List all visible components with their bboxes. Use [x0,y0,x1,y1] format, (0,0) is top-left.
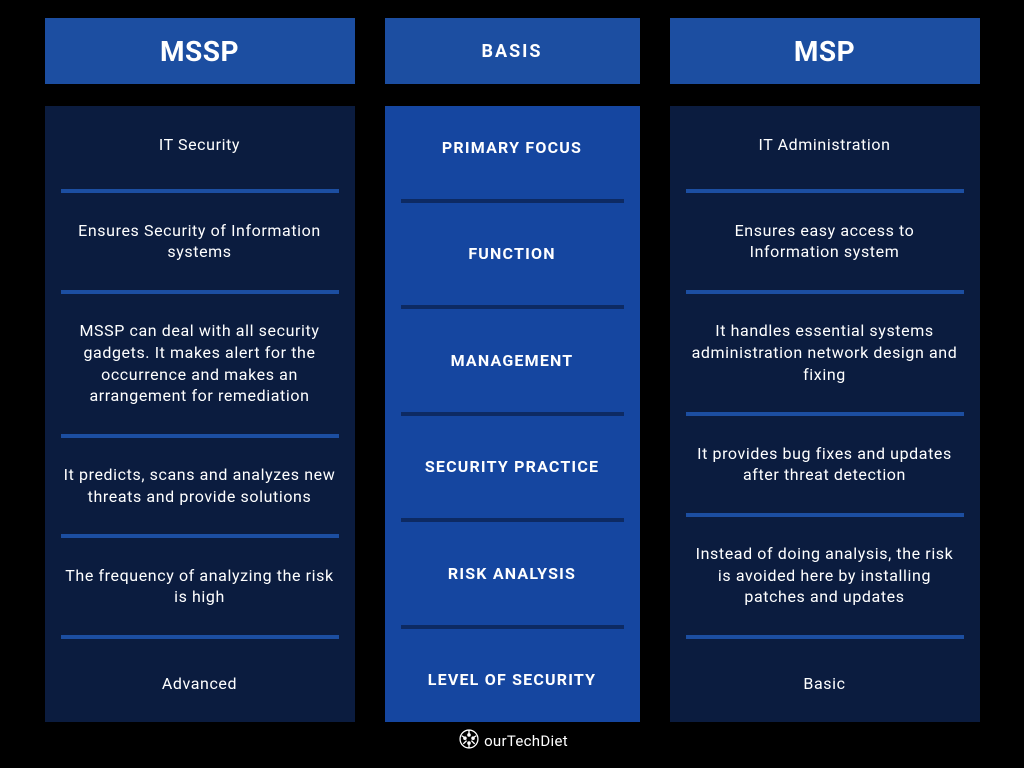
body-basis: PRIMARY FOCUS FUNCTION MANAGEMENT SECURITY … [385,106,640,722]
separator [686,189,964,193]
body-msp: IT Administration Ensures easy access to … [670,106,980,722]
mssp-row-5: Advanced [45,661,355,705]
separator [401,305,624,309]
separator [61,434,339,438]
basis-row-0: PRIMARY FOCUS [385,126,640,170]
separator [401,412,624,416]
mssp-row-4: The frequency of analyzing the risk is h… [45,561,355,612]
separator [686,513,964,517]
mssp-row-2: MSSP can deal with all security gadgets.… [45,316,355,410]
header-msp: MSP [670,18,980,84]
footer: ourTechDiet [30,722,994,760]
msp-row-3: It provides bug fixes and updates after … [670,439,980,490]
basis-row-5: LEVEL OF SECURITY [385,658,640,702]
msp-row-5: Basic [670,661,980,705]
msp-row-0: IT Administration [670,122,980,166]
mssp-row-3: It predicts, scans and analyzes new thre… [45,460,355,511]
footer-brand: ourTechDiet [484,732,568,750]
column-msp: MSP IT Administration Ensures easy access… [670,18,980,722]
separator [401,625,624,629]
separator [401,199,624,203]
header-basis: BASIS [385,18,640,84]
column-mssp: MSSP IT Security Ensures Security of Info… [45,18,355,722]
separator [686,635,964,639]
basis-row-2: MANAGEMENT [385,339,640,383]
separator [61,290,339,294]
msp-row-4: Instead of doing analysis, the risk is a… [670,539,980,612]
separator [686,290,964,294]
brain-circuit-icon [456,726,482,756]
basis-row-4: RISK ANALYSIS [385,552,640,596]
basis-row-3: SECURITY PRACTICE [385,445,640,489]
body-mssp: IT Security Ensures Security of Informati… [45,106,355,722]
comparison-grid: MSSP IT Security Ensures Security of Info… [45,18,980,722]
mssp-row-0: IT Security [45,122,355,166]
msp-row-1: Ensures easy access to Information syste… [670,216,980,267]
separator [61,635,339,639]
msp-row-2: It handles essential systems administrat… [670,316,980,389]
header-mssp: MSSP [45,18,355,84]
column-basis: BASIS PRIMARY FOCUS FUNCTION MANAGEMENT SEC… [385,18,640,722]
basis-row-1: FUNCTION [385,232,640,276]
separator [61,534,339,538]
separator [686,412,964,416]
separator [401,518,624,522]
mssp-row-1: Ensures Security of Information systems [45,216,355,267]
separator [61,189,339,193]
